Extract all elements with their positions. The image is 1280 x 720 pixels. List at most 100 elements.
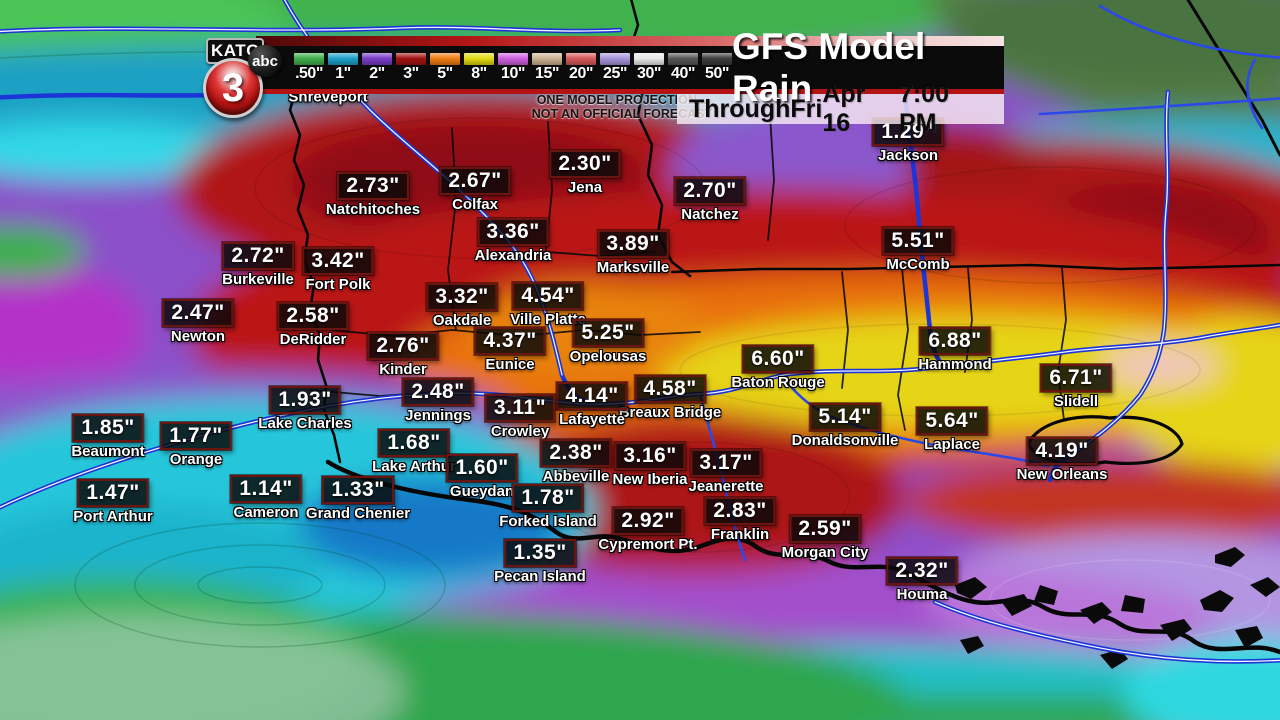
legend-label: 5" — [437, 65, 453, 82]
city-label: 6.88" Hammond — [918, 327, 992, 373]
rain-value: 1.35" — [504, 539, 576, 567]
city-label: 1.33" Grand Chenier — [306, 476, 410, 522]
rain-value: 6.71" — [1040, 364, 1112, 392]
rain-value: 2.83" — [704, 497, 776, 525]
city-label: 4.19" New Orleans — [1016, 437, 1108, 483]
city-label: 1.60" Gueydan — [446, 454, 518, 500]
legend-item: 2" — [362, 53, 392, 82]
rain-value: 2.92" — [612, 507, 684, 535]
city-name: Laplace — [924, 436, 980, 453]
city-name: Gueydan — [449, 483, 515, 500]
city-name: Newton — [170, 328, 226, 345]
city-name: Port Arthur — [73, 508, 153, 525]
rain-value: 2.32" — [886, 557, 958, 585]
rain-value: 1.77" — [160, 422, 232, 450]
rain-value: 2.70" — [674, 177, 746, 205]
legend-swatch — [634, 53, 664, 65]
disclaimer-line2: NOT AN OFFICIAL FORECAST — [531, 107, 713, 121]
city-name: Crowley — [490, 423, 550, 440]
header-bar: .50" 1" 2" 3" 5" 8" 10" 15" 20" 25" 30" 40" 50" GFS … — [256, 26, 1004, 137]
city-name: Hammond — [918, 356, 992, 373]
legend-item: 25" — [600, 53, 630, 82]
rain-value: 1.60" — [446, 454, 518, 482]
rain-value: 4.14" — [556, 382, 628, 410]
rain-value: 3.17" — [690, 449, 762, 477]
rain-value: 1.68" — [378, 429, 450, 457]
city-label: 5.64" Laplace — [916, 407, 988, 453]
rain-value: 6.60" — [742, 345, 814, 373]
legend-swatch — [328, 53, 358, 65]
legend-item: 15" — [532, 53, 562, 82]
city-label: 2.58" DeRidder — [277, 302, 349, 348]
rain-value: 1.78" — [512, 484, 584, 512]
city-name: Oakdale — [432, 312, 492, 329]
valid-time-band: Through Fri Apr 16 7:00 PM — [677, 80, 1004, 137]
legend-item: 8" — [464, 53, 494, 82]
disclaimer: ONE MODEL PROJECTION... NOT AN OFFICIAL … — [498, 93, 746, 121]
city-name: New Iberia — [612, 471, 688, 488]
city-name: Natchitoches — [325, 201, 421, 218]
city-label: 4.58" Breaux Bridge — [619, 375, 721, 421]
legend-item: 20" — [566, 53, 596, 82]
rain-value: 3.32" — [426, 283, 498, 311]
legend-swatch — [566, 53, 596, 65]
rain-value: 2.48" — [402, 378, 474, 406]
city-label: 1.77" Orange — [160, 422, 232, 468]
city-name: Abbeville — [542, 468, 610, 485]
rain-value: 1.93" — [269, 386, 341, 414]
legend-swatch — [668, 53, 698, 65]
city-name: Baton Rouge — [731, 374, 825, 391]
rain-value: 2.76" — [367, 332, 439, 360]
channel-3-badge: 3 — [203, 58, 263, 118]
legend-scale: .50" 1" 2" 3" 5" 8" 10" 15" 20" 25" 30" 40" 50" — [294, 53, 732, 82]
city-label: 3.32" Oakdale — [426, 283, 498, 329]
rain-value: 5.51" — [882, 227, 954, 255]
legend-item: 10" — [498, 53, 528, 82]
rain-value: 5.14" — [809, 403, 881, 431]
legend-item: 3" — [396, 53, 426, 82]
legend-label: 40" — [671, 65, 695, 82]
city-name: Grand Chenier — [305, 505, 411, 522]
legend-item: 1" — [328, 53, 358, 82]
city-label: 2.30" Jena — [549, 150, 621, 196]
legend-label: 25" — [603, 65, 627, 82]
city-label: 5.25" Opelousas — [570, 319, 646, 365]
city-name: Donaldsonville — [791, 432, 899, 449]
city-label: 2.76" Kinder — [367, 332, 439, 378]
city-label: 1.68" Lake Arthur — [372, 429, 456, 475]
rain-value: 4.19" — [1026, 437, 1098, 465]
city-name: Alexandria — [474, 247, 552, 264]
city-label: 3.89" Marksville — [597, 230, 669, 276]
city-name: Morgan City — [781, 544, 869, 561]
city-name: Colfax — [452, 196, 498, 213]
city-name: Orange — [169, 451, 223, 468]
through-date: Apr 16 — [822, 80, 866, 137]
city-name: Jackson — [877, 147, 939, 164]
city-label: 2.32" Houma — [886, 557, 958, 603]
city-label: 3.11" Crowley — [484, 394, 556, 440]
city-label: 2.72" Burkeville — [222, 242, 294, 288]
city-name: Ville Platte — [510, 311, 586, 328]
legend-swatch — [532, 53, 562, 65]
city-label: 5.14" Donaldsonville — [791, 403, 899, 449]
disclaimer-line1: ONE MODEL PROJECTION... — [536, 93, 708, 107]
legend-swatch — [464, 53, 494, 65]
city-label: 1.47" Port Arthur — [73, 479, 153, 525]
legend-item: 5" — [430, 53, 460, 82]
rain-value: 6.88" — [919, 327, 991, 355]
city-label: 4.37" Eunice — [474, 327, 546, 373]
channel-number: 3 — [221, 66, 245, 110]
city-name: Jennings — [405, 407, 471, 424]
rain-value: 2.47" — [162, 299, 234, 327]
city-name: New Orleans — [1016, 466, 1108, 483]
city-label: 1.78" Forked Island — [499, 484, 597, 530]
legend-label: 8" — [471, 65, 487, 82]
rain-value: 4.54" — [512, 282, 584, 310]
rain-value: 2.38" — [540, 439, 612, 467]
city-label: 2.70" Natchez — [674, 177, 746, 223]
legend-swatch — [430, 53, 460, 65]
marsh-texture — [955, 547, 1280, 669]
city-name: Lafayette — [559, 411, 625, 428]
legend-label: 20" — [569, 65, 593, 82]
